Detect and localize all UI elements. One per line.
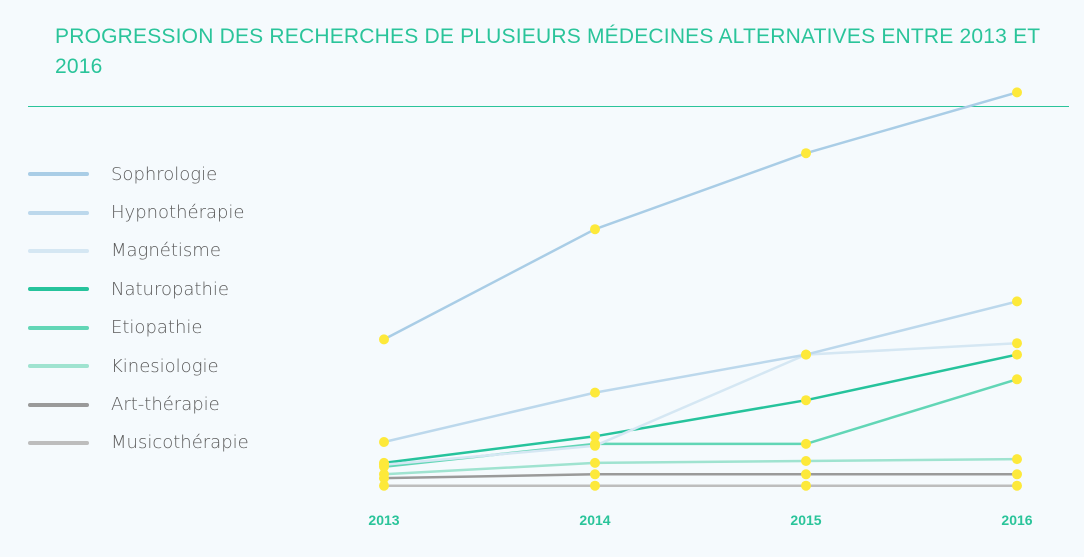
- legend-item: Musicothérapie: [28, 424, 249, 462]
- series-line: [383, 378, 1018, 468]
- data-point: [590, 457, 600, 468]
- legend-item: Naturopathie: [28, 270, 249, 308]
- legend-label: Sophrologie: [111, 163, 218, 185]
- data-point: [1012, 374, 1022, 385]
- data-point: [801, 148, 811, 159]
- data-point: [1012, 480, 1022, 491]
- series-line: [383, 341, 1018, 467]
- data-point: [1012, 87, 1022, 98]
- legend-swatch: [28, 402, 89, 407]
- data-point: [590, 431, 600, 442]
- data-point: [1012, 454, 1022, 465]
- data-point: [379, 480, 389, 491]
- legend-swatch: [28, 440, 89, 445]
- chart-title: PROGRESSION DES RECHERCHES DE PLUSIEURS …: [55, 25, 1040, 78]
- data-point: [379, 459, 389, 470]
- legend-label: Musicothérapie: [111, 432, 249, 454]
- series-line: [383, 473, 1017, 480]
- x-tick-label: 2016: [1001, 512, 1032, 528]
- series-line: [383, 457, 1018, 476]
- x-tick-label: 2014: [579, 512, 610, 528]
- data-point: [590, 440, 600, 451]
- data-point: [801, 349, 811, 360]
- legend-swatch: [28, 325, 89, 330]
- title-divider: [28, 106, 1069, 107]
- legend-swatch: [28, 287, 89, 292]
- data-point: [1012, 469, 1022, 480]
- legend-swatch: [28, 172, 89, 177]
- data-point: [801, 456, 811, 466]
- legend-swatch: [28, 210, 89, 215]
- legend-swatch: [28, 364, 89, 369]
- series-line: [383, 300, 1018, 444]
- x-tick-label: 2013: [368, 512, 399, 528]
- data-point: [1012, 349, 1022, 360]
- data-point: [1012, 338, 1022, 349]
- legend-label: Etiopathie: [111, 317, 203, 339]
- data-point: [801, 469, 811, 480]
- legend-item: Sophrologie: [28, 155, 249, 193]
- chart-legend: Sophrologie Hypnothérapie Magnétisme Naturo…: [28, 155, 249, 462]
- legend-label: Magnétisme: [111, 240, 221, 262]
- legend-label: Kinesiologie: [111, 355, 219, 377]
- legend-item: Art-thérapie: [28, 385, 249, 423]
- legend-label: Art-thérapie: [111, 394, 220, 416]
- data-point: [801, 438, 811, 449]
- legend-item: Hypnothérapie: [28, 193, 249, 231]
- data-point: [590, 387, 600, 398]
- data-point: [1012, 296, 1022, 307]
- data-point: [379, 437, 389, 447]
- series-line: [383, 353, 1018, 465]
- legend-item: Etiopathie: [28, 309, 249, 347]
- legend-label: Hypnothérapie: [111, 202, 245, 224]
- data-point: [590, 224, 600, 235]
- legend-item: Kinesiologie: [28, 347, 249, 385]
- data-point: [379, 469, 389, 480]
- data-point: [379, 334, 389, 345]
- data-point: [590, 469, 600, 480]
- data-point: [590, 480, 600, 491]
- data-point: [801, 480, 811, 491]
- data-point: [801, 395, 811, 406]
- x-tick-label: 2015: [790, 512, 821, 528]
- legend-item: Magnétisme: [28, 232, 249, 270]
- legend-label: Naturopathie: [111, 278, 229, 300]
- series-line: [383, 91, 1018, 341]
- legend-swatch: [28, 248, 89, 253]
